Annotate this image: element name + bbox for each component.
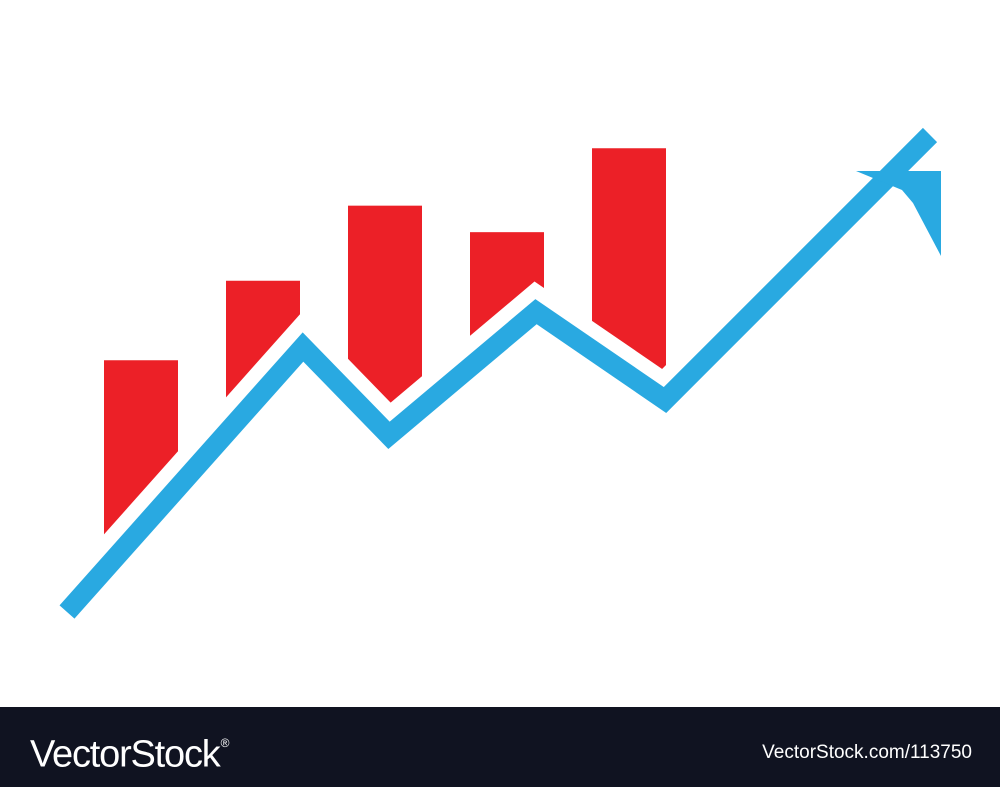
registered-mark: ® xyxy=(220,736,230,750)
brand-logo: VectorStock® xyxy=(30,725,230,779)
chart-area xyxy=(59,127,941,700)
image-id: VectorStock.com/113750 xyxy=(762,742,972,763)
brand-name: VectorStock xyxy=(30,733,221,776)
bar-3 xyxy=(348,205,422,700)
chart-svg xyxy=(59,127,941,700)
trend-line xyxy=(59,127,938,619)
bar-5 xyxy=(592,148,666,700)
arrow-head xyxy=(856,171,941,256)
bar-2 xyxy=(226,280,300,700)
watermark-footer: VectorStock® VectorStock.com/113750 xyxy=(0,707,1000,787)
